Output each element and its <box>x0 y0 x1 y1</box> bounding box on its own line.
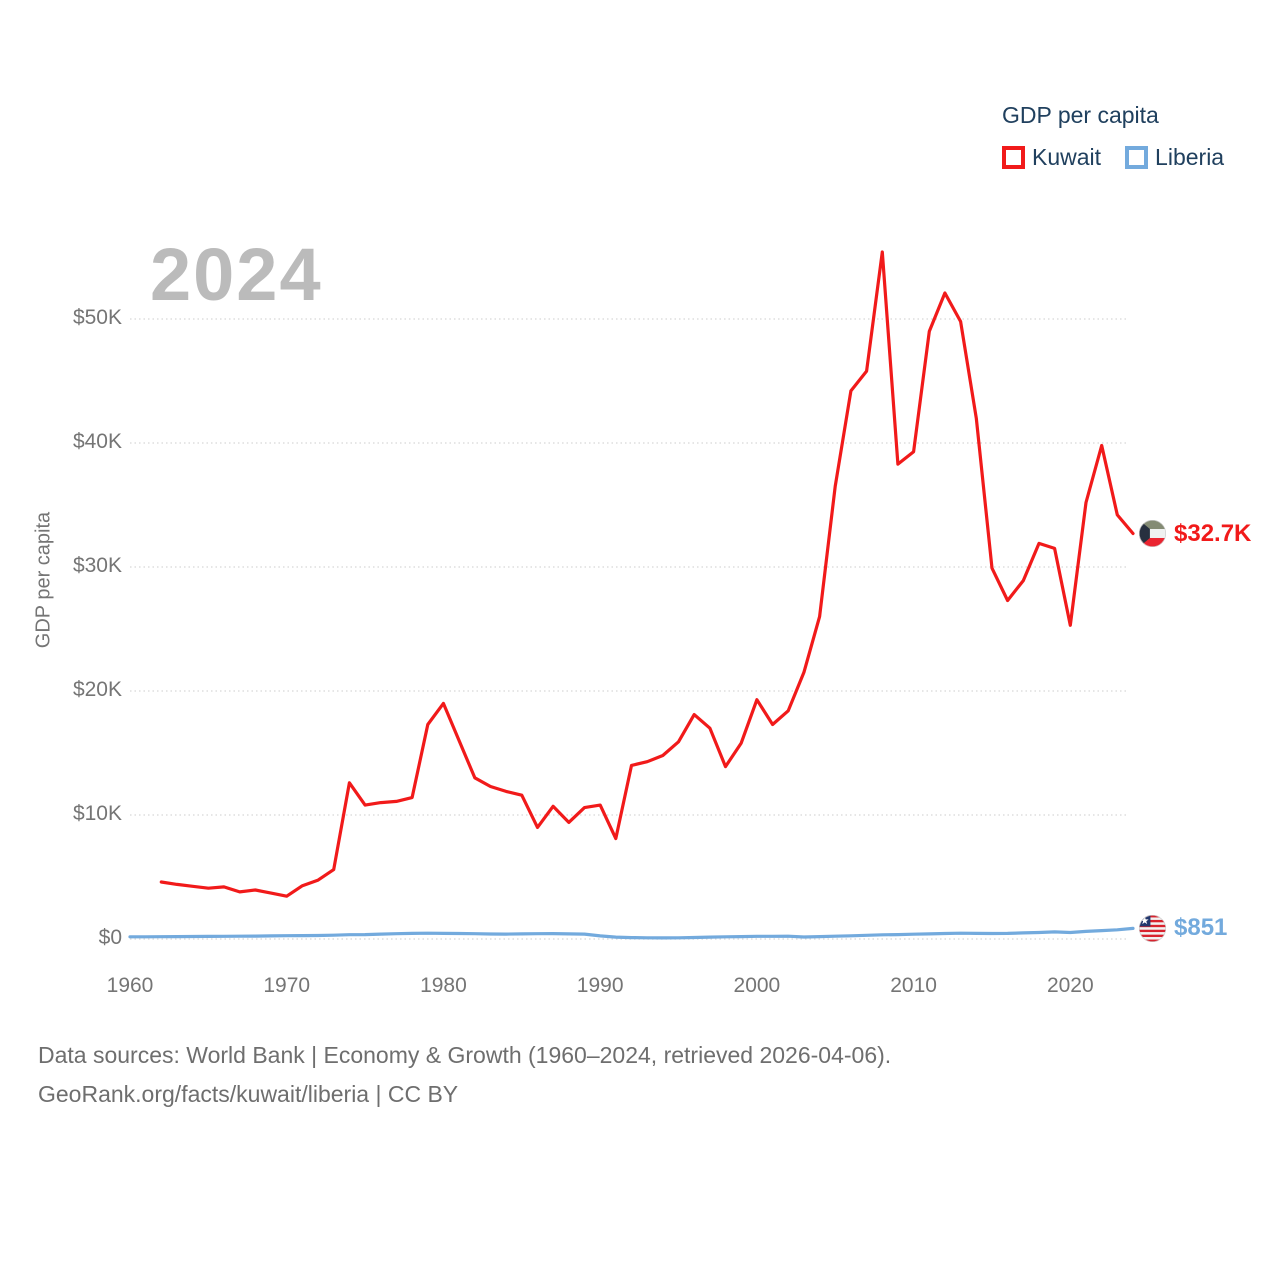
legend-title: GDP per capita <box>1002 102 1159 128</box>
y-tick-label: $20K <box>72 678 122 701</box>
kuwait-swatch-icon <box>1002 146 1025 169</box>
x-tick-label: 2020 <box>1046 974 1094 997</box>
kuwait-end-label: $32.7K <box>1139 517 1251 551</box>
x-tick-label: 1990 <box>576 974 624 997</box>
y-tick-label: $0 <box>98 926 122 949</box>
x-tick-label: 2000 <box>733 974 781 997</box>
liberia-flag-icon <box>1139 914 1166 942</box>
x-tick-label: 1970 <box>263 974 311 997</box>
y-tick-label: $50K <box>72 306 122 329</box>
year-watermark: 2024 <box>150 233 323 316</box>
legend-item-kuwait[interactable]: Kuwait <box>1002 144 1101 171</box>
chart-legend: GDP per capita Kuwait Liberia <box>1002 102 1224 171</box>
footer-source-line: Data sources: World Bank | Economy & Gro… <box>38 1042 892 1068</box>
liberia-end-value: $851 <box>1174 914 1228 942</box>
liberia-swatch-icon <box>1125 146 1149 169</box>
liberia-line[interactable] <box>128 926 1135 940</box>
legend-item-liberia[interactable]: Liberia <box>1125 144 1224 171</box>
legend-label-kuwait: Kuwait <box>1032 144 1102 170</box>
y-tick-label: $10K <box>72 802 122 825</box>
footer: Data sources: World Bank | Economy & Gro… <box>38 1036 891 1114</box>
legend-label-liberia: Liberia <box>1155 144 1225 170</box>
y-axis-title: GDP per capita <box>32 511 55 649</box>
x-tick-label: 1960 <box>106 974 154 997</box>
x-tick-label: 1980 <box>420 974 467 997</box>
kuwait-line[interactable] <box>159 250 1135 898</box>
footer-url-line: GeoRank.org/facts/kuwait/liberia | CC BY <box>38 1081 459 1107</box>
liberia-end-label: $851 <box>1139 911 1227 945</box>
legend-row: Kuwait Liberia <box>1002 144 1224 171</box>
kuwait-end-value: $32.7K <box>1174 519 1252 547</box>
y-tick-label: $40K <box>72 430 122 453</box>
x-tick-label: 2010 <box>890 974 937 997</box>
y-tick-label: $30K <box>72 554 122 577</box>
kuwait-flag-icon <box>1139 520 1166 548</box>
